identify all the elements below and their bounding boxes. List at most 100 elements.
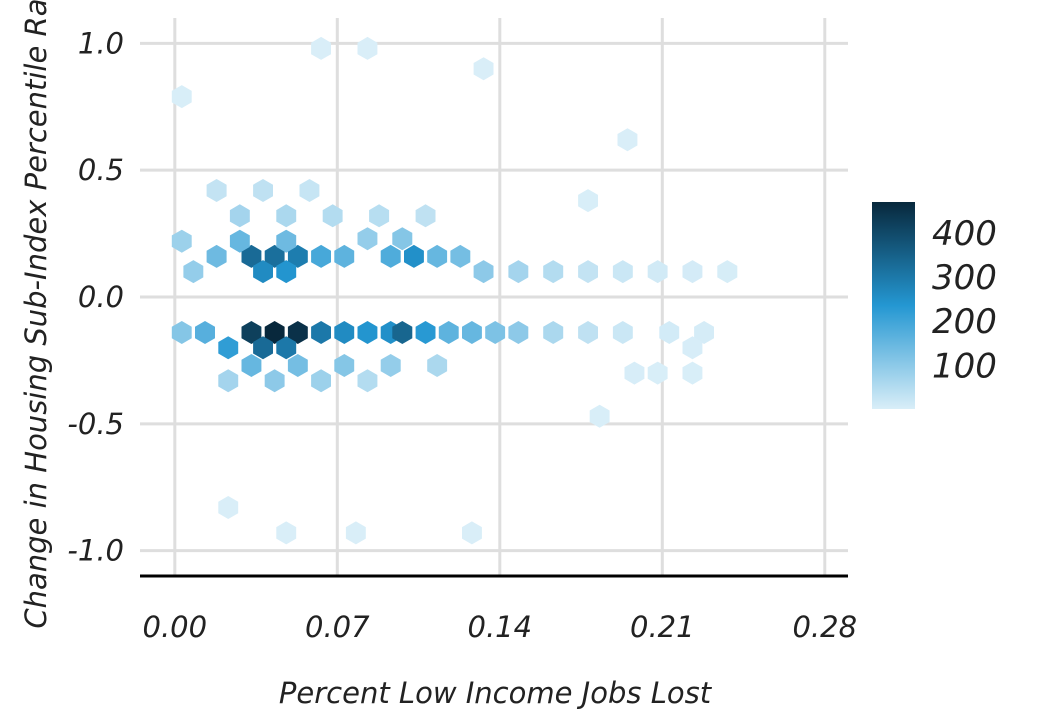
hexbin-cell	[404, 244, 424, 268]
hexbin-cell	[694, 321, 714, 344]
hexbin-cell	[195, 321, 215, 344]
x-axis-title: Percent Low Income Jobs Lost	[279, 676, 713, 710]
hexbin-cell	[276, 336, 297, 360]
legend-colorbar	[872, 202, 915, 409]
hexbin-cell	[578, 321, 598, 344]
legend-tick-label: 400	[932, 214, 997, 254]
hexbin-cell	[473, 260, 494, 284]
hexbin-cell	[508, 321, 529, 344]
hexbin-cell	[171, 229, 192, 253]
x-tick-label: 0.21	[630, 610, 695, 644]
x-tick-labels: 0.00 0.07 0.14 0.21 0.28	[143, 610, 858, 644]
hexbin-cell	[415, 321, 436, 344]
hexbin-cell	[287, 321, 308, 344]
hexbin-cell	[241, 321, 262, 344]
hexbin-cell	[276, 260, 297, 284]
hexbin-cell	[287, 244, 308, 268]
hexbin-cell	[485, 321, 506, 344]
hexbin-cell	[369, 204, 390, 228]
hexbin-cell	[241, 354, 262, 377]
hexbin-cell	[229, 229, 250, 253]
hexbin-cell	[287, 354, 308, 377]
hexbin-cell	[462, 521, 482, 545]
hexbin-cell	[253, 336, 273, 360]
hexbin-cell	[647, 361, 668, 385]
hexbin-cell	[543, 321, 564, 344]
hexbin-cell	[218, 496, 239, 519]
hexbin-cell	[462, 321, 482, 344]
y-tick-labels: 1.0 0.5 0.0 -0.5 -1.0	[67, 26, 124, 567]
x-tick-label: 0.14	[468, 610, 533, 644]
hexbin-cell	[206, 244, 227, 268]
hexbin-cell	[357, 369, 378, 393]
hexbin-cell	[624, 361, 645, 385]
hexbin-cell	[682, 336, 703, 360]
hexbin-cell	[450, 244, 471, 268]
hexbin-cell	[717, 260, 738, 284]
hexbin-cell	[229, 204, 250, 228]
hexbin-cell	[357, 321, 378, 344]
hexbin-cell	[334, 321, 355, 344]
hexbin-cell	[311, 321, 331, 344]
y-axis-title: Change in Housing Sub-Index Percentile R…	[19, 0, 53, 629]
hexbin-cell	[659, 321, 680, 344]
y-tick-label: 1.0	[78, 26, 124, 60]
hexbin-cell	[264, 369, 285, 393]
hexbin-cell	[334, 244, 355, 268]
hexbin-cell	[171, 85, 192, 109]
hexbin-cell	[183, 260, 204, 284]
hexbin-cell	[334, 354, 355, 377]
hexbin-cell	[427, 244, 448, 268]
hexbin-cell	[253, 179, 273, 202]
hexbin-cell	[380, 244, 401, 268]
hexbin-cell	[218, 336, 239, 360]
hexbin-cell	[415, 204, 436, 228]
hexbin-cell	[508, 260, 529, 284]
hexbin-cell	[647, 260, 668, 284]
hexbin-cell	[171, 321, 192, 344]
hexbin-cell	[218, 369, 239, 393]
hexbin-cell	[589, 404, 610, 428]
grid-lines	[140, 18, 848, 576]
hexbin-cell	[682, 361, 703, 385]
legend-tick-label: 300	[932, 258, 997, 298]
hexbin-cell	[311, 369, 331, 393]
hexbin-cell	[357, 227, 378, 251]
x-tick-label: 0.07	[305, 610, 370, 644]
hexbin-cell	[345, 521, 366, 545]
hexbin-cell	[682, 260, 703, 284]
hexbin-cell	[206, 179, 227, 202]
hexbin-cell	[253, 260, 273, 284]
hexbin-cell	[473, 57, 494, 81]
y-tick-label: 0.0	[78, 280, 124, 314]
hexbin-cell	[276, 229, 297, 253]
hexbin-cell	[322, 204, 343, 228]
legend-tick-label: 100	[932, 346, 997, 386]
hexbin-cell	[578, 260, 598, 284]
legend-tick-label: 200	[932, 302, 997, 342]
hexbin-cell	[380, 354, 401, 377]
hexbin-cell	[311, 244, 331, 268]
y-tick-label: -0.5	[67, 407, 124, 441]
hexbin-cells	[171, 36, 738, 545]
x-tick-label: 0.28	[792, 610, 857, 644]
hexbin-cell	[357, 36, 378, 60]
y-tick-label: 0.5	[78, 153, 124, 187]
hexbin-cell	[578, 189, 598, 213]
hexbin-cell	[276, 521, 297, 545]
hexbin-cell	[612, 321, 633, 344]
hexbin-cell	[392, 227, 413, 251]
hexbin-cell	[264, 244, 285, 268]
hexbin-cell	[392, 321, 413, 344]
hexbin-cell	[264, 321, 285, 344]
hexbin-cell	[241, 244, 262, 268]
x-tick-label: 0.00	[143, 610, 208, 644]
hexbin-cell	[299, 179, 320, 202]
hexbin-cell	[543, 260, 564, 284]
y-tick-label: -1.0	[67, 534, 124, 568]
hexbin-cell	[311, 36, 331, 60]
hexbin-cell	[617, 128, 638, 152]
hexbin-cell	[612, 260, 633, 284]
